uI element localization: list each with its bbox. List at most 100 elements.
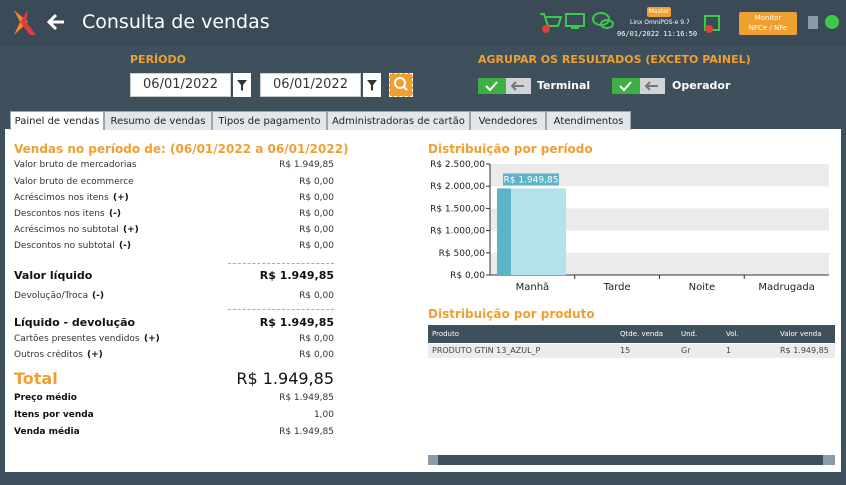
cell: Gr [681, 346, 691, 355]
row-sign: (-) [109, 209, 121, 219]
tab[interactable]: Painel de vendas [10, 111, 104, 130]
y-tick-label: R$ 2.000,00 [430, 182, 485, 192]
table-header [428, 325, 835, 343]
column-header: Valor venda [780, 330, 822, 338]
row-label: Acréscimos nos itens [14, 193, 109, 203]
filter-button[interactable] [233, 73, 251, 97]
row-value: R$ 0,00 [299, 177, 334, 187]
row-label: Valor bruto de mercadorias [14, 160, 137, 170]
cell: 1 [726, 346, 732, 355]
value-label-box [503, 173, 559, 186]
page-title: Consulta de vendas [82, 11, 270, 33]
y-tick-label: R$ 1.000,00 [430, 227, 485, 237]
x-tick-label: Tarde [603, 282, 631, 293]
column-header: Und. [681, 330, 698, 338]
y-tick-label: R$ 0,00 [450, 271, 485, 281]
column-header: Vol. [726, 330, 739, 338]
row-value: R$ 1.949,85 [259, 269, 334, 282]
cell: 15 [620, 346, 631, 355]
value-label: R$ 1.949,85 [504, 175, 559, 185]
y-tick-label: R$ 1.500,00 [430, 204, 485, 214]
row-sign: (+) [123, 225, 139, 235]
row-label: Venda média [14, 427, 80, 437]
row-value: R$ 0,00 [299, 193, 334, 203]
row-value: R$ 1.949,85 [279, 393, 334, 403]
separator [228, 309, 334, 310]
row-sign: (+) [144, 334, 160, 344]
x-tick-label: Noite [689, 282, 715, 293]
row-label: Descontos no subtotal [14, 241, 115, 251]
row-value: R$ 1.949,85 [279, 160, 334, 170]
toggle[interactable] [478, 78, 531, 94]
chart: R$ 0,00 R$ 500,00 R$ 1.000,00 R$ 1.500,00 R$… [430, 160, 829, 293]
x-tick-label: Manhã [516, 282, 550, 293]
row-sign: (+) [87, 350, 103, 360]
separator [228, 263, 334, 264]
monitor-label: Monitor [754, 14, 782, 22]
cell: R$ 1.949,85 [780, 346, 829, 355]
row-label: Acréscimos no subtotal [14, 225, 119, 235]
chat-icon[interactable] [592, 12, 614, 29]
column-header: Qtde. venda [620, 330, 664, 338]
tab[interactable]: Resumo de vendas [104, 111, 212, 130]
tab[interactable]: Administradoras de cartão [327, 111, 470, 130]
grid-band [490, 252, 829, 275]
scrollbar[interactable] [428, 455, 835, 465]
row-label: Devolução/Troca [14, 291, 89, 301]
grid-band [490, 208, 829, 231]
row-label: Valor líquido [14, 269, 93, 282]
row-label: Preço médio [14, 393, 77, 403]
filter-button[interactable] [363, 73, 381, 97]
table-row [428, 344, 835, 358]
cell: PRODUTO GTIN 13_AZUL_P [432, 346, 541, 355]
group-label: AGRUPAR OS RESULTADOS (EXCETO PAINEL) [478, 53, 751, 66]
start-date[interactable]: 06/01/2022 [130, 73, 231, 97]
y-tick-label: R$ 2.500,00 [430, 160, 485, 170]
row-value: R$ 0,00 [299, 350, 334, 360]
back-arrow[interactable] [46, 13, 64, 31]
column-header: Produto [432, 330, 460, 338]
row-value: R$ 1.949,85 [259, 316, 334, 329]
row-value: 1,00 [313, 410, 334, 420]
row-value: R$ 0,00 [299, 291, 334, 301]
bar-shade [497, 188, 511, 275]
row-label: Cartões presentes vendidos [14, 334, 140, 344]
sync-icon[interactable] [704, 15, 720, 33]
system-name: Linx OmniPOS-e 9.7 [630, 19, 690, 26]
search-button[interactable] [389, 73, 413, 97]
cart-icon[interactable] [540, 13, 563, 33]
period-label: PERÍODO [130, 53, 186, 66]
product-table: Produto Qtde. venda Und. Vol. Valor venda PRO… [428, 325, 835, 359]
row-label: Itens por venda [14, 410, 94, 420]
summary-title: Vendas no período de: (06/01/2022 a 06/0… [14, 142, 349, 156]
row-label: Total [14, 369, 58, 388]
row-label: Outros créditos [14, 350, 83, 360]
row-value: R$ 1.949,85 [236, 369, 334, 388]
row-sign: (+) [113, 193, 129, 203]
row-sign: (-) [119, 241, 131, 251]
tab[interactable]: Atendimentos [546, 111, 631, 130]
toggle[interactable] [612, 78, 665, 94]
table-title: Distribuição por produto [428, 307, 595, 321]
monitor-icon[interactable] [565, 13, 585, 29]
row-label: Valor bruto de ecommerce [14, 177, 134, 187]
badge: Master [648, 8, 670, 15]
header-bar [0, 0, 846, 46]
toggle-label: Operador [672, 79, 731, 92]
y-tick-label: R$ 500,00 [439, 249, 486, 259]
monitor-label: NFCe / NFe [748, 24, 788, 32]
row-value: R$ 0,00 [299, 225, 334, 235]
tab[interactable]: Tipos de pagamento [212, 111, 327, 130]
row-label: Descontos nos itens [14, 209, 105, 219]
row-label: Líquido - devolução [14, 316, 136, 329]
tab[interactable]: Vendedores [470, 111, 546, 130]
chart-title: Distribuição por período [428, 142, 593, 156]
x-tick-label: Madrugada [758, 282, 815, 293]
datetime: 06/01/2022 11:16:50 [617, 30, 698, 38]
row-value: R$ 0,00 [299, 241, 334, 251]
row-value: R$ 0,00 [299, 334, 334, 344]
monitor-button[interactable] [739, 12, 797, 35]
end-date[interactable]: 06/01/2022 [260, 73, 361, 97]
grid-band [490, 164, 829, 187]
